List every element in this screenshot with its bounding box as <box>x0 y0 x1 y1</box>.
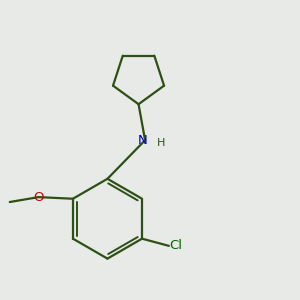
Text: N: N <box>138 134 147 147</box>
Text: O: O <box>33 190 44 204</box>
Text: Cl: Cl <box>169 239 183 252</box>
Text: H: H <box>157 138 165 148</box>
